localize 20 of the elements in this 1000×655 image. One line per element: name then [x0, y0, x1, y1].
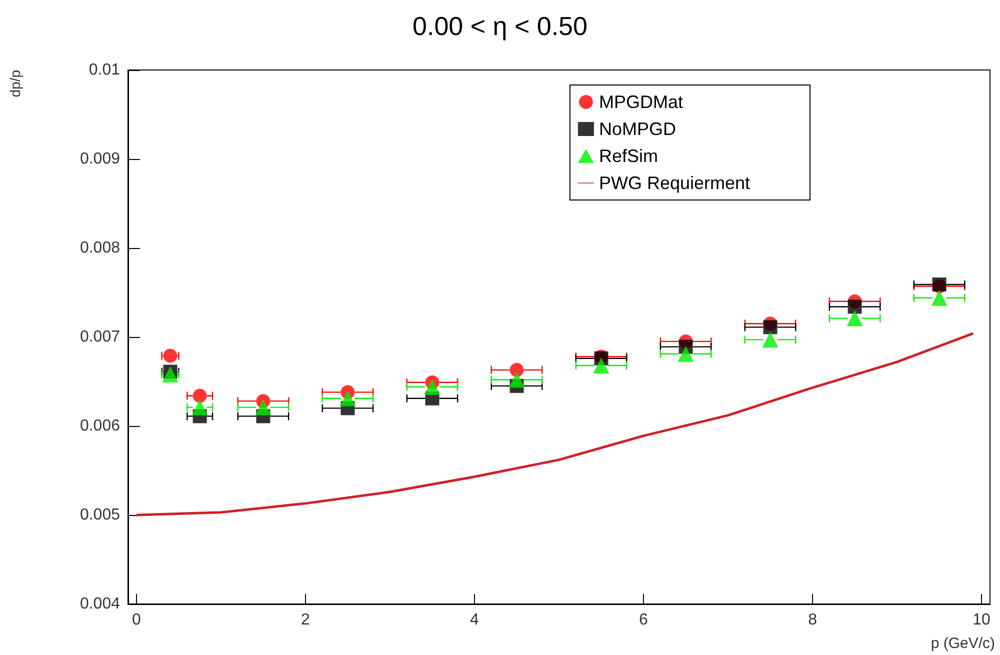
x-tick-label: 2	[301, 612, 310, 628]
y-tick-label: 0.01	[88, 62, 120, 78]
legend-label: PWG Requierment	[598, 173, 750, 193]
legend-label: MPGDMat	[598, 92, 683, 112]
x-axis-title: p (GeV/c)	[930, 635, 996, 652]
y-axis-title: dp/p	[7, 70, 23, 98]
x-tick-label: 0	[132, 612, 141, 628]
x-tick-label: 8	[808, 612, 818, 628]
y-tick-label: 0.006	[80, 418, 120, 434]
x-tick-label: 4	[470, 612, 480, 628]
y-tick-label: 0.005	[80, 506, 120, 524]
y-tick-label: 0.004	[80, 596, 120, 612]
legend-label: NoMPGD	[598, 119, 676, 139]
y-tick-label: 0.009	[80, 150, 120, 168]
x-tick-label: 6	[639, 612, 648, 628]
y-tick-label: 0.007	[80, 328, 120, 346]
chart-title: 0.00 < η < 0.50	[412, 11, 588, 41]
legend-label: RefSim	[598, 146, 658, 166]
y-tick-label: 0.008	[80, 240, 120, 256]
x-tick-label: 10	[972, 612, 991, 628]
